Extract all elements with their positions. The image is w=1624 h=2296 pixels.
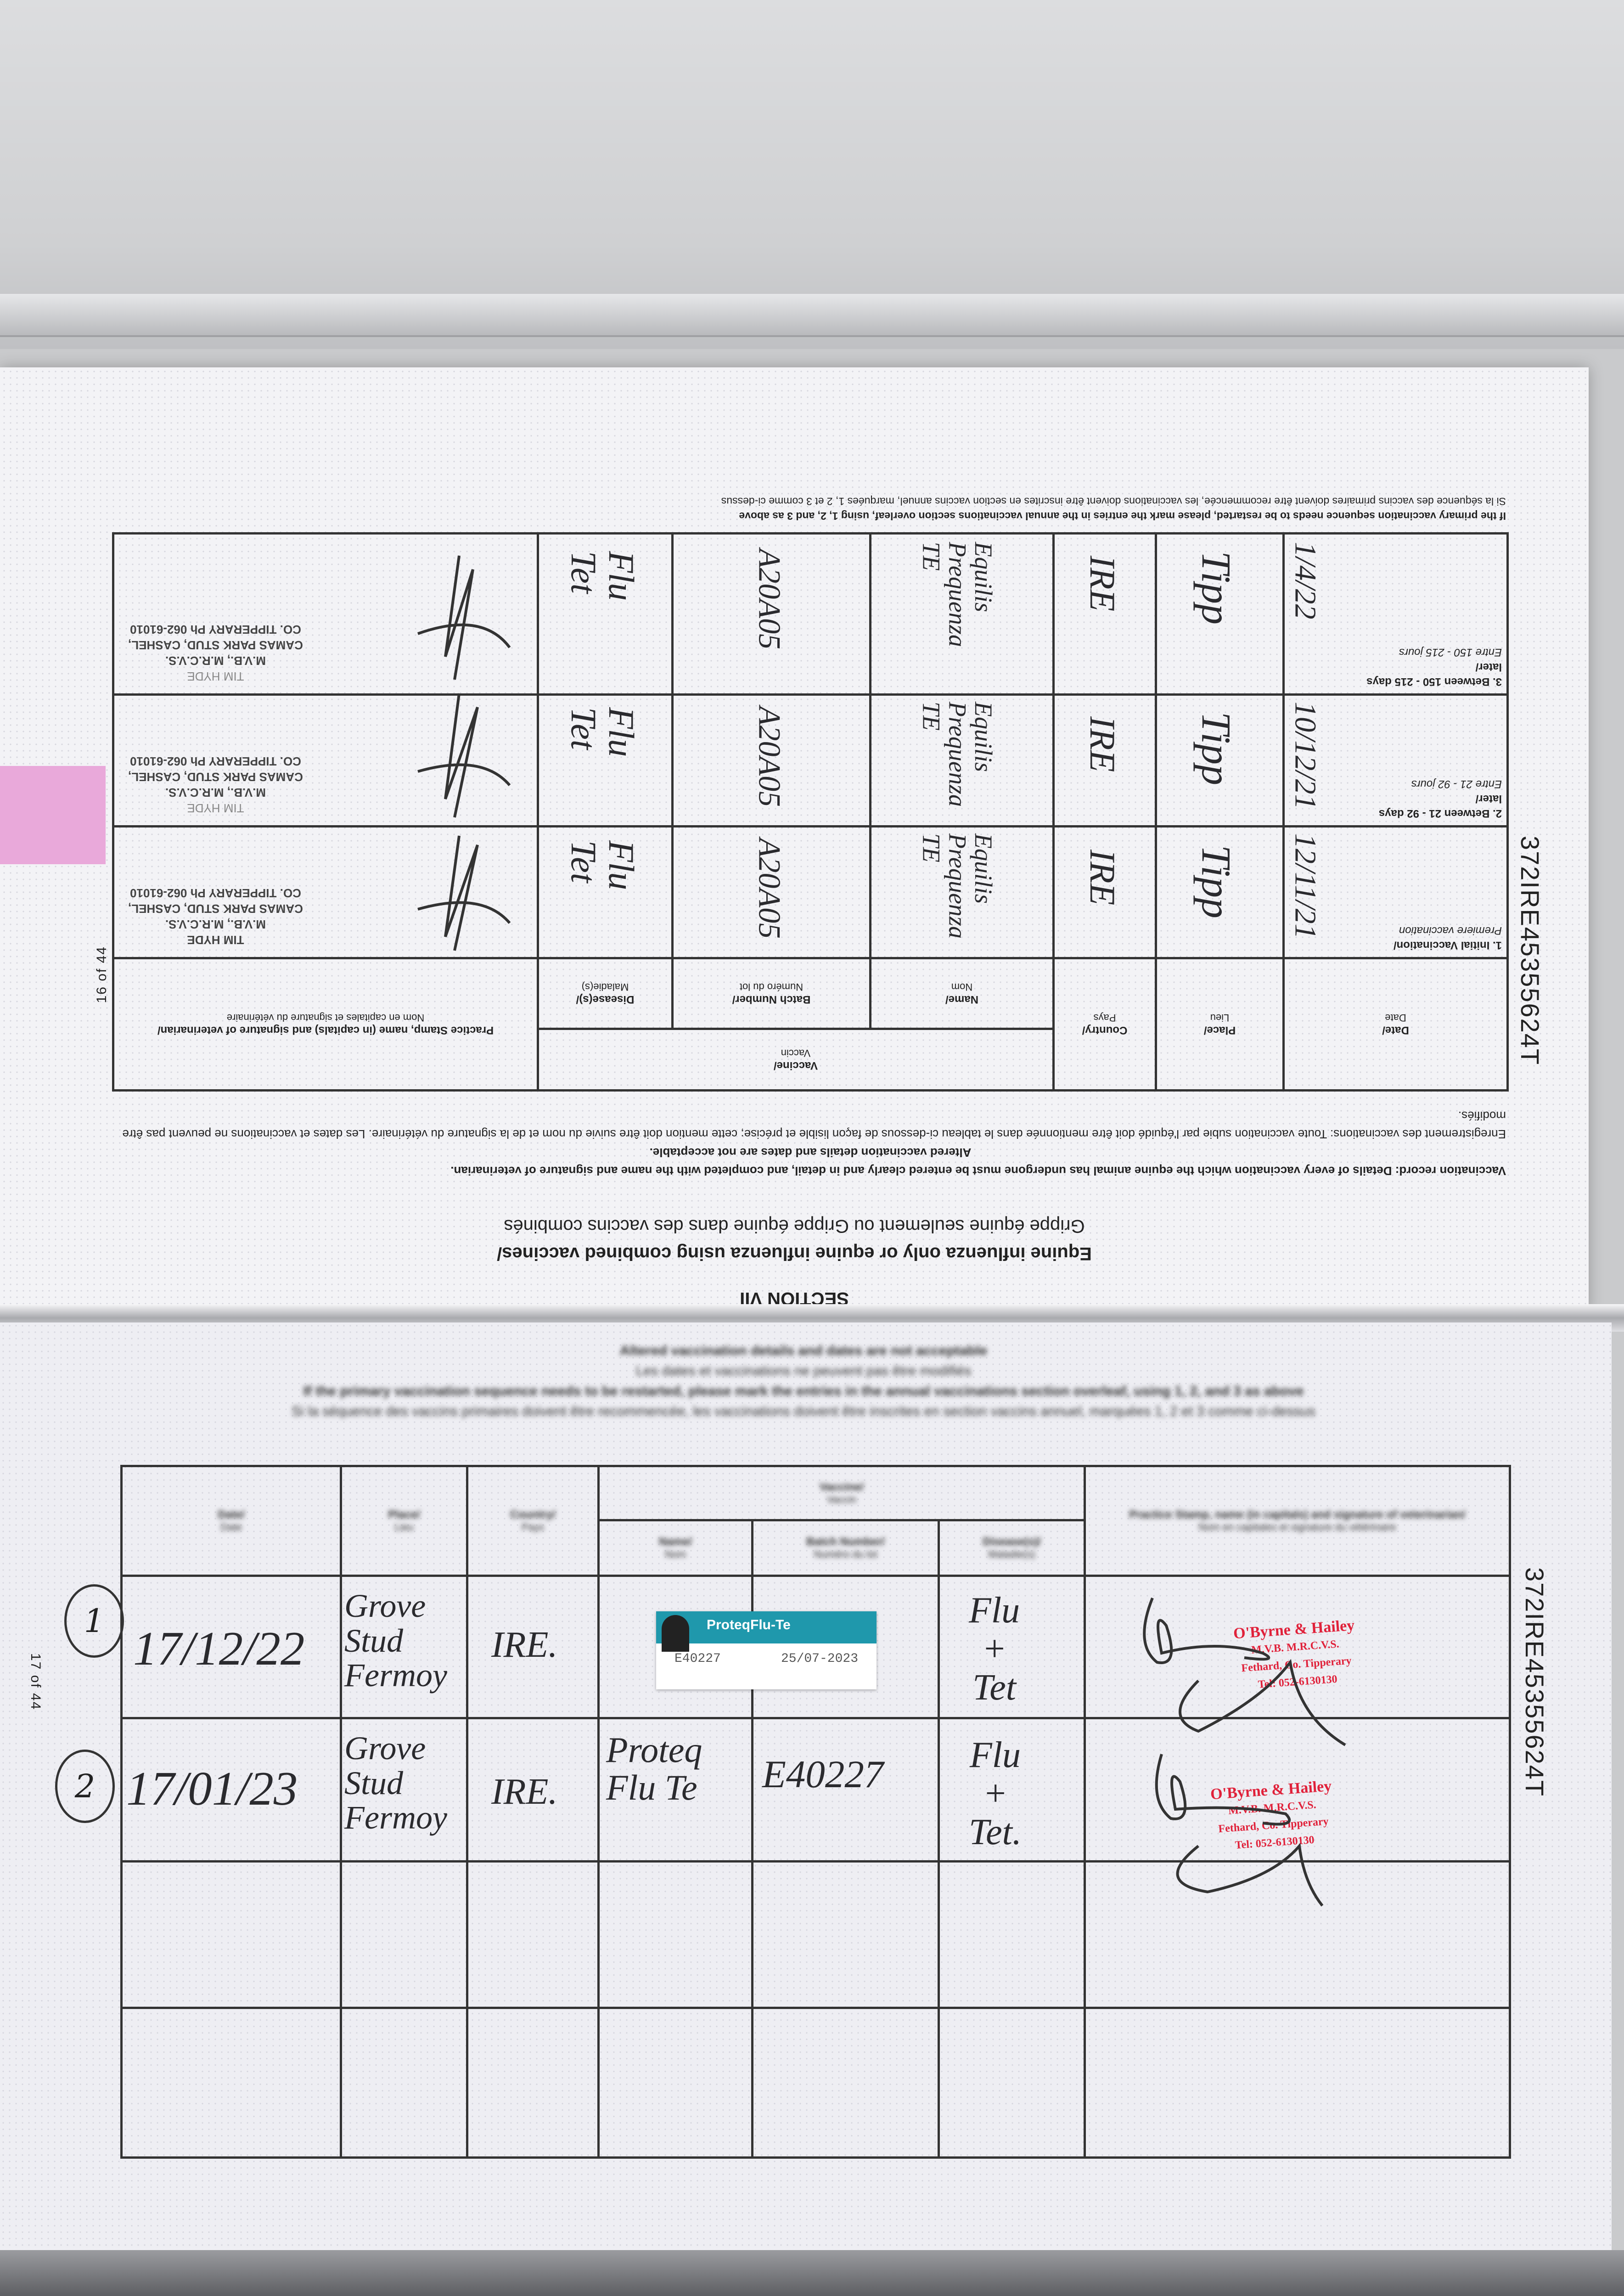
signature-icon [417,555,511,951]
passport-number-lower: 372IRE45355624T [1520,1567,1549,1797]
upper-page: SECTION VII Equine influenza only or equ… [0,367,1589,1313]
hw-date: 10/12/21 [1288,702,1322,810]
page-number: 16 of 44 [94,946,109,1003]
hw-diseases: Flu Tet [563,840,641,890]
sticker-brand: ProteqFlu-Te [656,1611,877,1652]
scanner-edge [0,2250,1624,2296]
page-title: Equine influenza only or equine influenz… [0,1212,1589,1267]
hw-place: Tipp [1193,712,1239,786]
hw-vaccine-name: Equilis Prequenza TE [917,702,998,807]
hw-place: Tipp [1193,551,1239,625]
vaccination-table-annual: Date/Date Place/Lieu Country/Pays Vaccin… [120,1465,1511,2159]
sticker-expiry: 25/07-2023 [781,1652,858,1666]
footnote: If the primary vaccination sequence need… [721,495,1506,522]
passport-number: 372IRE45355624T [1516,836,1545,1066]
hw-country: IRE. [491,1625,558,1665]
header-place: Place/Lieu [1156,958,1284,1091]
header-diseases: Disease(s)/Maladie(s) [938,1519,1086,1577]
entry-number-circle: 1 [64,1584,124,1658]
header-practice-stamp: Practice Stamp, name (in capitals) and s… [1084,1465,1511,1577]
header-vaccine: Vaccine/Vaccin [538,1029,1054,1091]
pink-page-tab [0,766,106,864]
hw-date: 17/01/23 [126,1761,298,1815]
header-batch: Batch Number/Numéro du lot [672,958,871,1029]
hw-batch: A20A05 [752,838,787,939]
entry-number-circle: 2 [55,1750,115,1823]
header-vaccine: Vaccine/Vaccin [597,1465,1086,1521]
header-date: Date/Date [1283,958,1508,1091]
vet-stamp: TIM HYDE M.V.B., M.R.C.V.S. CAMAS PARK STU… [128,886,303,947]
header-date: Date/Date [120,1465,342,1577]
instructions-fr: Enregistrement des vaccinations: Toute v… [122,1109,1506,1141]
instructions-en-bold: Altered vaccination details and dates ar… [649,1146,972,1159]
title-en: Equine influenza only or equine influenz… [497,1244,1092,1264]
hw-place: Tipp [1193,845,1239,919]
hw-diseases: Flu + Tet [969,1590,1020,1708]
table-row [120,1860,1511,2009]
hw-country: IRE. [491,1772,558,1812]
plastic-sleeve-edge [0,294,1624,337]
table-row [120,1575,1511,1719]
lower-page: Altered vaccination details and dates ar… [0,1322,1612,2250]
brand-logo-icon [662,1615,689,1652]
vet-stamp: TIM HYDE M.V.B., M.R.C.V.S. CAMAS PARK STU… [128,623,303,683]
signature-icon [1143,1597,1346,1907]
table-row [120,2007,1511,2159]
header-country: Country/Pays [1053,958,1156,1091]
instructions-en: Vaccination record: Details of every vac… [450,1164,1506,1178]
hw-diseases: Flu Tet [563,551,641,601]
hw-date: 1/4/22 [1288,542,1322,619]
hw-date: 17/12/22 [133,1621,305,1675]
hw-diseases: Flu Tet [563,707,641,757]
header-batch: Batch Number/Numéro du lot [751,1519,940,1577]
header-name: Name/Nom [870,958,1054,1029]
hw-place: Grove Stud Fermoy [344,1730,447,1836]
header-diseases: Disease(s)/Maladie(s) [538,958,673,1029]
header-country: Country/Pays [466,1465,600,1577]
hw-vaccine-name: Proteq Flu Te [606,1730,702,1807]
hw-batch: A20A05 [752,549,787,650]
table-row [120,1717,1511,1863]
hw-country: IRE [1082,850,1123,906]
hw-country: IRE [1082,716,1123,772]
page-number-lower: 17 of 44 [28,1653,43,1711]
blurred-notice: Altered vaccination details and dates ar… [292,1343,1315,1419]
hw-batch: A20A05 [752,706,787,807]
instructions: Vaccination record: Details of every vac… [115,1107,1506,1180]
background-surface [0,0,1624,349]
header-place: Place/Lieu [340,1465,468,1577]
header-practice-stamp: Practice Stamp, name (in capitals) and s… [113,958,538,1091]
hw-country: IRE [1082,556,1123,612]
hw-vaccine-name: Equilis Prequenza TE [917,833,998,939]
vaccine-batch-sticker: ProteqFlu-Te E40227 25/07-2023 [656,1611,877,1689]
hw-place: Grove Stud Fermoy [344,1587,447,1694]
hw-vaccine-name: Equilis Prequenza TE [917,542,998,647]
hw-batch: E40227 [762,1753,884,1796]
header-name: Name/Nom [597,1519,753,1577]
hw-date: 12/11/21 [1288,833,1322,939]
hw-diseases: Flu + Tet. [969,1735,1022,1852]
title-fr: Grippe équine seulement ou Grippe équine… [504,1216,1085,1236]
vet-stamp: TIM HYDE M.V.B., M.R.C.V.S. CAMAS PARK STU… [128,754,303,815]
sticker-batch: E40227 [674,1652,721,1666]
